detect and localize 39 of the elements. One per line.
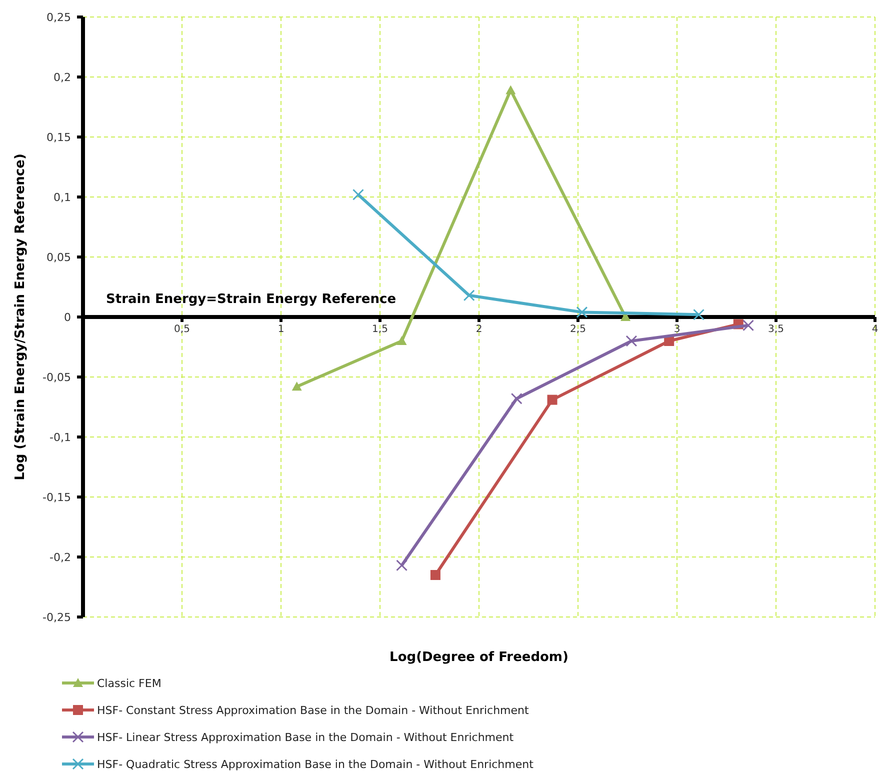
y-tick-label: 0,1: [54, 191, 71, 204]
x-axis-title: Log(Degree of Freedom): [390, 650, 568, 665]
y-tick-label: -0,05: [42, 371, 71, 384]
x-tick-label: 2: [476, 324, 482, 335]
legend-label: Classic FEM: [97, 677, 162, 690]
x-tick-label: 3: [674, 324, 680, 335]
y-tick-label: 0,25: [46, 11, 71, 24]
y-tick-label: 0: [64, 311, 71, 324]
point: [576, 306, 588, 318]
y-tick-label: -0,25: [42, 611, 71, 624]
point: [506, 85, 516, 94]
annotation: Strain Energy=Strain Energy Reference: [106, 292, 396, 307]
y-tick-label: -0,15: [42, 491, 71, 504]
point: [626, 335, 638, 347]
y-tick-label: -0,1: [50, 431, 71, 444]
point: [292, 382, 302, 391]
y-axis-title: Log (Strain Energy/Strain Energy Reference): [13, 154, 28, 480]
point: [396, 560, 408, 572]
y-tick-label: 0,05: [46, 251, 71, 264]
x-tick-label: 1: [278, 324, 284, 335]
legend-label: HSF- Quadratic Stress Approximation Base in the Domain - Without Enrichment: [97, 758, 534, 771]
point: [742, 320, 754, 332]
x-tick-label: 1,5: [372, 324, 388, 335]
point: [547, 394, 558, 405]
point: [463, 290, 475, 302]
legend-label: HSF- Linear Stress Approximation Base in the Domain - Without Enrichment: [97, 731, 514, 744]
x-tick-label: 3,5: [768, 324, 784, 335]
y-tick-label: -0,2: [50, 551, 71, 564]
x-tick-label: 4: [872, 324, 878, 335]
y-tick-label: 0,15: [46, 131, 71, 144]
point: [430, 570, 440, 580]
y-tick-label: 0,2: [54, 71, 71, 84]
point: [510, 392, 522, 404]
point: [352, 188, 364, 200]
point: [396, 336, 407, 345]
x-tick-label: 0,5: [174, 324, 190, 335]
legend-label: HSF- Constant Stress Approximation Base in the Domain - Without Enrichment: [97, 704, 530, 717]
x-tick-label: 2,5: [570, 324, 586, 335]
point: [693, 308, 705, 320]
